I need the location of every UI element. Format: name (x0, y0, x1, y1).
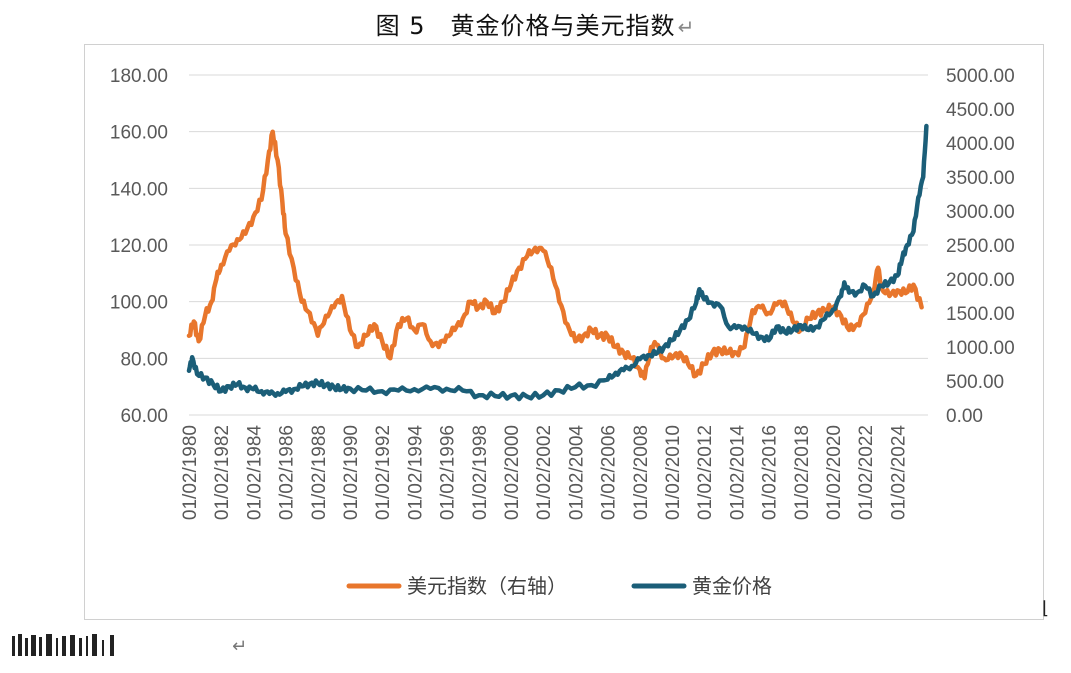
right-tick-label: 5000.00 (946, 66, 1015, 87)
left-tick-label: 80.00 (120, 349, 168, 370)
x-tick-label: 01/02/2016 (760, 425, 781, 520)
left-tick-label: 180.00 (110, 66, 168, 87)
left-tick-label: 140.00 (110, 179, 168, 200)
x-tick-label: 01/02/1990 (341, 425, 362, 520)
x-tick-label: 01/02/1992 (373, 425, 394, 520)
x-tick-label: 01/02/2006 (599, 425, 620, 520)
left-tick-label: 100.00 (110, 293, 168, 314)
x-tick-label: 01/02/1982 (212, 425, 233, 520)
x-tick-label: 01/02/1998 (470, 425, 491, 520)
chart-frame (84, 44, 1044, 620)
legend-label: 美元指数（右轴） (407, 574, 567, 598)
watermark-logo (12, 634, 114, 656)
series-lines (186, 123, 929, 402)
x-tick-label: 01/02/1986 (277, 425, 298, 520)
x-tick-label: 01/02/2012 (695, 425, 716, 520)
right-tick-label: 500.00 (946, 372, 1004, 393)
gold-price-line (186, 123, 929, 402)
x-tick-label: 01/02/2000 (502, 425, 523, 520)
return-mark-icon: ↵ (677, 15, 696, 39)
figure-title-text: 图 5 黄金价格与美元指数 (375, 12, 676, 40)
x-tick-label: 01/02/2008 (631, 425, 652, 520)
right-tick-label: 4000.00 (946, 134, 1015, 155)
right-tick-label: 2500.00 (946, 236, 1015, 257)
x-axis-ticks: 01/02/1980 01/02/1982 01/02/1984 01/02/1986… (180, 425, 909, 521)
right-tick-label: 2000.00 (946, 270, 1015, 291)
paragraph-return-icon: ↵ (232, 636, 248, 657)
x-tick-label: 01/02/1984 (244, 425, 265, 521)
x-tick-label: 01/02/2018 (792, 425, 813, 520)
figure-title: 图 5 黄金价格与美元指数 ↵ (0, 6, 1071, 41)
dollar-index-line (186, 129, 924, 381)
x-tick-label: 01/02/1996 (438, 425, 459, 520)
x-tick-label: 01/02/2002 (534, 425, 555, 520)
legend-label: 黄金价格 (692, 574, 772, 598)
right-axis-ticks: 0.00 500.00 1000.00 1500.00 2000.00 2500.00 30… (946, 66, 1015, 427)
right-tick-label: 1000.00 (946, 338, 1015, 359)
x-tick-label: 01/02/2004 (566, 425, 587, 521)
x-tick-label: 01/02/1980 (180, 425, 201, 520)
right-tick-label: 0.00 (946, 406, 983, 427)
x-tick-label: 01/02/2014 (727, 425, 748, 521)
x-tick-label: 01/02/2010 (663, 425, 684, 520)
left-tick-label: 60.00 (120, 406, 168, 427)
right-tick-label: 1500.00 (946, 304, 1015, 325)
x-tick-label: 01/02/1994 (405, 425, 426, 521)
legend: 美元指数（右轴） 黄金价格 (346, 574, 772, 598)
left-tick-label: 160.00 (110, 123, 168, 144)
right-tick-label: 4500.00 (946, 100, 1015, 121)
left-axis-ticks: 60.00 80.00 100.00 120.00 140.00 160.00 180.00 (110, 66, 168, 427)
gridlines (189, 74, 928, 416)
right-tick-label: 3500.00 (946, 168, 1015, 189)
text-cursor-icon: ⌊ (1042, 598, 1050, 619)
x-tick-label: 01/02/1988 (309, 425, 330, 520)
left-tick-label: 120.00 (110, 236, 168, 257)
x-tick-label: 01/02/2024 (888, 425, 909, 521)
right-tick-label: 3000.00 (946, 202, 1015, 223)
x-tick-label: 01/02/2022 (856, 425, 877, 520)
x-tick-label: 01/02/2020 (824, 425, 845, 520)
